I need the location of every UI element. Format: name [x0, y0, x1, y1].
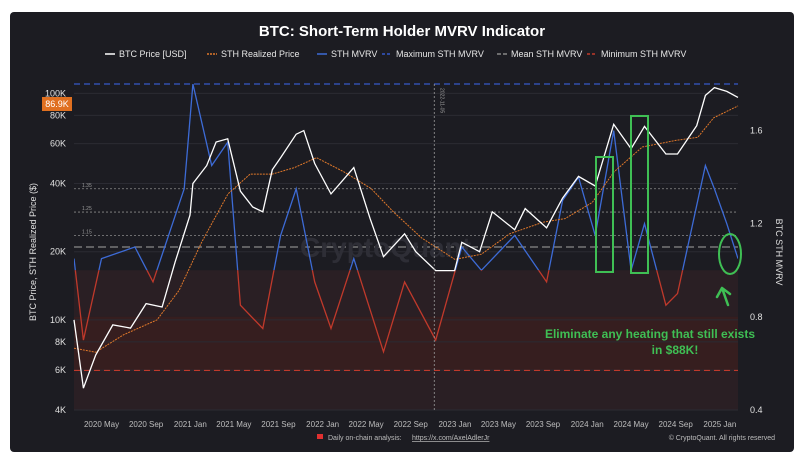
sth-mvrv-line-below	[74, 270, 684, 354]
x-tick-label: 2023 Sep	[526, 420, 561, 429]
watermark: CryptoQuant	[300, 232, 471, 263]
x-tick-label: 2024 May	[614, 420, 649, 429]
y-left-tick-label: 100K	[45, 88, 66, 98]
series-sth-mvrv	[74, 84, 738, 354]
x-tick-label: 2025 Jan	[703, 420, 736, 429]
legend-label: Maximum STH MVRV	[396, 49, 484, 59]
flag-icon	[317, 434, 323, 439]
x-tick-label: 2020 May	[84, 420, 119, 429]
y-left-tick-label: 60K	[50, 139, 66, 149]
chart-title: BTC: Short-Term Holder MVRV Indicator	[259, 23, 545, 40]
y-left-axis: 4K 6K 8K 10K 20K 40K 60K 80K 100K	[45, 88, 66, 415]
y-right-tick-label: 1.6	[750, 126, 763, 136]
y-left-tick-label: 8K	[55, 337, 66, 347]
x-tick-label: 2022 Jan	[306, 420, 339, 429]
price-tag-background	[42, 97, 72, 111]
x-axis: 2020 May 2020 Sep 2021 Jan 2021 May 2021 Sep…	[84, 420, 736, 429]
y-left-tick-label: 80K	[50, 110, 66, 120]
legend: BTC Price [USD] STH Realized Price STH MVR…	[105, 49, 686, 59]
sth-realized-price-line	[73, 105, 739, 353]
series-sth-realized-price	[73, 105, 739, 353]
legend-label: BTC Price [USD]	[119, 49, 187, 59]
plot-bands	[74, 270, 738, 410]
legend-label: STH Realized Price	[221, 49, 300, 59]
x-tick-label: 2024 Jan	[571, 420, 604, 429]
x-tick-label: 2022 May	[349, 420, 384, 429]
annotation-line-2: in $88K!	[652, 343, 699, 357]
legend-label: Mean STH MVRV	[511, 49, 582, 59]
y-left-tick-label: 6K	[55, 365, 66, 375]
y-left-tick-label: 10K	[50, 315, 66, 325]
reference-line-label: 1.25	[82, 206, 92, 212]
date-marker-label: 2022-11-05	[438, 88, 444, 113]
legend-label: Minimum STH MVRV	[601, 49, 686, 59]
x-tick-label: 2023 May	[481, 420, 516, 429]
footer-left-text: Daily on-chain analysis:	[328, 435, 402, 442]
sth-mvrv-line-above	[74, 84, 738, 271]
low-mvrv-zone	[74, 316, 738, 371]
highlight-circle	[718, 233, 742, 275]
date-marker: 2022-11-05	[433, 84, 444, 410]
x-tick-label: 2024 Sep	[659, 420, 694, 429]
chart-panel: BTC: Short-Term Holder MVRV Indicator BT…	[10, 12, 794, 452]
x-tick-label: 2023 Jan	[438, 420, 471, 429]
current-price-tag: 86.9K	[42, 97, 72, 111]
reference-line-label: 1.15	[82, 229, 92, 235]
annotation-line-1: Eliminate any heating that still exists	[545, 327, 755, 341]
y-right-tick-label: 0.4	[750, 405, 763, 415]
legend-label: STH MVRV	[331, 49, 377, 59]
annotation-arrow	[715, 286, 732, 307]
price-tag-label: 86.9K	[45, 99, 69, 109]
btc-price-line	[73, 86, 739, 389]
y-left-axis-label: BTC Price, STH Realized Price ($)	[28, 183, 38, 321]
x-tick-label: 2021 Jan	[174, 420, 207, 429]
y-right-axis: 0.4 0.8 1.2 1.6	[750, 126, 763, 415]
y-right-tick-label: 0.8	[750, 312, 763, 322]
footer-copyright: © CryptoQuant. All rights reserved	[669, 434, 775, 442]
x-tick-label: 2021 May	[216, 420, 251, 429]
series-btc-price	[73, 86, 739, 389]
y-left-tick-label: 4K	[55, 405, 66, 415]
x-tick-label: 2020 Sep	[129, 420, 164, 429]
x-tick-label: 2021 Sep	[261, 420, 296, 429]
y-left-tick-label: 20K	[50, 247, 66, 257]
y-right-axis-label: BTC STH MVRV	[774, 219, 784, 286]
footer-link[interactable]: https://x.com/AxelAdlerJr	[412, 435, 490, 442]
reference-line-label: 1.35	[82, 183, 92, 189]
y-left-tick-label: 40K	[50, 179, 66, 189]
chart-svg: BTC: Short-Term Holder MVRV Indicator BT…	[28, 23, 784, 442]
highlight-box-1	[595, 156, 614, 273]
y-right-tick-label: 1.2	[750, 219, 763, 229]
x-tick-label: 2022 Sep	[394, 420, 429, 429]
highlight-box-2	[630, 115, 649, 274]
